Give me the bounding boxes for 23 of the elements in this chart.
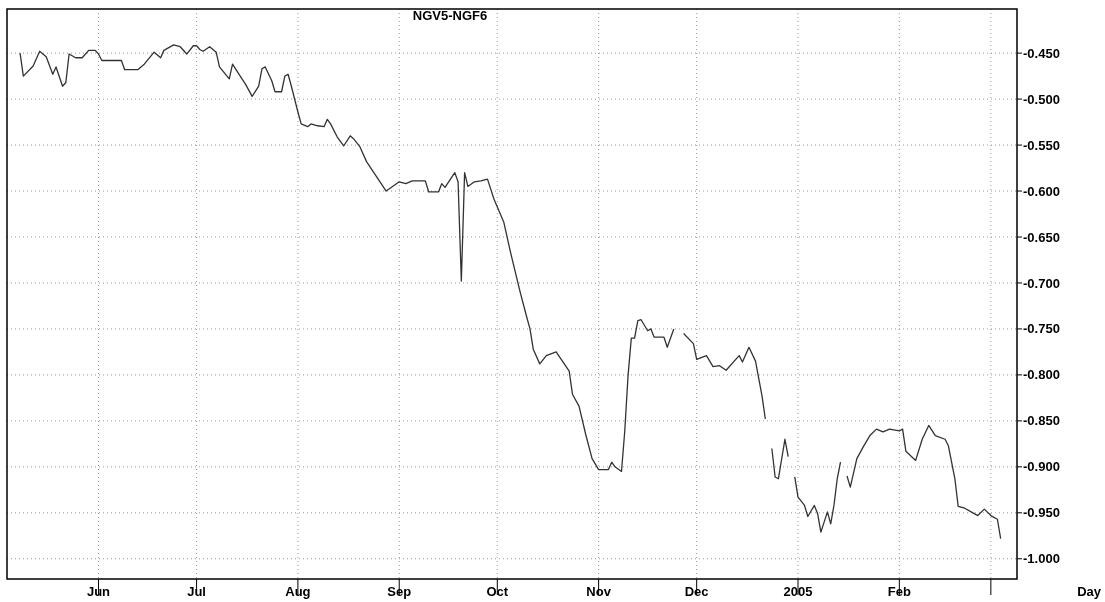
y-tick-label: -0.550 bbox=[1023, 137, 1060, 153]
y-tick-label: -0.600 bbox=[1023, 183, 1060, 199]
y-tick-label: -0.950 bbox=[1023, 505, 1060, 521]
x-tick-label: Nov bbox=[586, 584, 612, 599]
y-tick-label: -0.650 bbox=[1023, 229, 1060, 245]
x-tick-label: Oct bbox=[486, 584, 509, 599]
y-tick-label: -0.500 bbox=[1023, 91, 1060, 107]
y-tick-label: -0.900 bbox=[1023, 459, 1060, 475]
y-tick-label: -0.850 bbox=[1023, 413, 1060, 429]
x-axis-title: Day bbox=[1077, 584, 1102, 599]
x-tick-label: Jun bbox=[86, 584, 111, 599]
x-tick-label: Feb bbox=[887, 584, 911, 599]
x-tick-label: Jul bbox=[187, 584, 206, 599]
x-tick-label: 2005 bbox=[783, 584, 813, 599]
y-tick-label: -0.450 bbox=[1023, 45, 1060, 61]
x-tick-label: Aug bbox=[285, 584, 311, 599]
x-tick-label: Dec bbox=[684, 584, 709, 599]
y-tick-label: -0.700 bbox=[1023, 275, 1060, 291]
y-tick-label: -0.750 bbox=[1023, 321, 1060, 337]
x-tick-label: Sep bbox=[387, 584, 412, 599]
y-tick-label: -0.800 bbox=[1023, 367, 1060, 383]
chart-title: NGV5-NGF6 bbox=[412, 8, 488, 23]
y-tick-label: -1.000 bbox=[1023, 551, 1060, 567]
